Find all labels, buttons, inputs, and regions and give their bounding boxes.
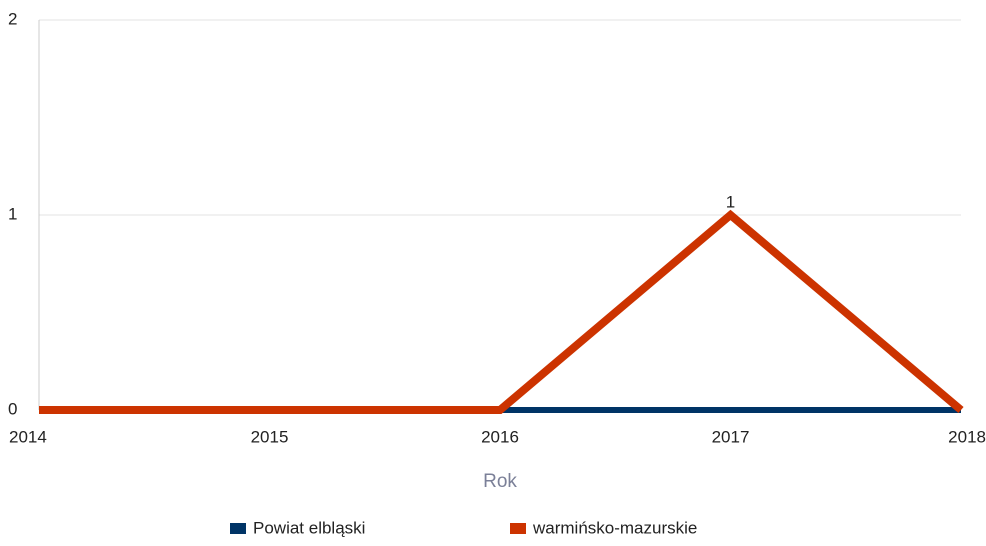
x-tick-label: 2014 bbox=[9, 427, 47, 446]
x-tick-label: 2016 bbox=[481, 427, 519, 446]
legend-swatch bbox=[510, 523, 526, 534]
legend-label: Powiat elbląski bbox=[253, 518, 365, 537]
legend-swatch bbox=[230, 523, 246, 534]
y-tick-label: 2 bbox=[8, 9, 17, 28]
y-tick-label: 0 bbox=[8, 399, 17, 418]
x-axis-label: Rok bbox=[483, 471, 517, 492]
y-tick-label: 1 bbox=[8, 204, 17, 223]
x-tick-label: 2017 bbox=[712, 427, 750, 446]
legend-label: warmińsko-mazurskie bbox=[532, 518, 697, 537]
x-tick-label: 2015 bbox=[251, 427, 289, 446]
data-label: 1 bbox=[726, 192, 735, 211]
x-tick-label: 2018 bbox=[948, 427, 986, 446]
line-series bbox=[39, 209, 964, 414]
